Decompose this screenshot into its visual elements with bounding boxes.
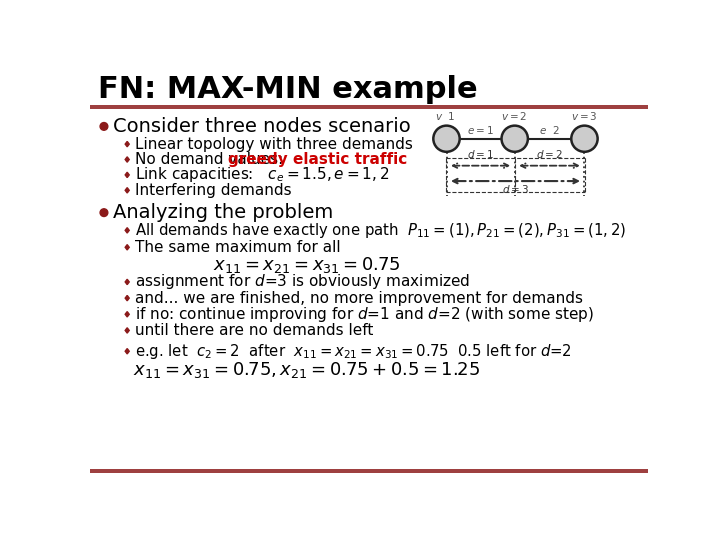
Text: FN: MAX-MIN example: FN: MAX-MIN example — [98, 75, 477, 104]
Circle shape — [100, 209, 108, 217]
Text: $v\ \ 1$: $v\ \ 1$ — [435, 110, 455, 122]
Circle shape — [433, 126, 459, 152]
Polygon shape — [125, 228, 129, 233]
Text: $x_{11} = x_{21} = x_{31} = 0.75$: $x_{11} = x_{21} = x_{31} = 0.75$ — [213, 255, 401, 275]
Text: All demands have exactly one path  $P_{11}=(1), P_{21}=(2), P_{31}=(1,2)$: All demands have exactly one path $P_{11… — [135, 221, 626, 240]
Text: $v = 2$: $v = 2$ — [502, 110, 528, 122]
Circle shape — [100, 123, 108, 130]
Circle shape — [571, 126, 598, 152]
Text: $d = 3$: $d = 3$ — [502, 184, 529, 195]
Text: $e = 1$: $e = 1$ — [467, 124, 494, 136]
Text: Consider three nodes scenario: Consider three nodes scenario — [113, 117, 411, 136]
Polygon shape — [125, 172, 129, 178]
Text: Link capacities:   $c_e = 1.5, e = 1, 2$: Link capacities: $c_e = 1.5, e = 1, 2$ — [135, 165, 390, 185]
Polygon shape — [125, 279, 129, 285]
Text: e.g. let  $c_2 = 2$  after  $x_{11}=x_{21}=x_{31}=0.75$  0.5 left for $d$=2: e.g. let $c_2 = 2$ after $x_{11}=x_{21}=… — [135, 342, 572, 361]
Text: $v = 3$: $v = 3$ — [571, 110, 598, 122]
Text: until there are no demands left: until there are no demands left — [135, 323, 374, 338]
Text: Interfering demands: Interfering demands — [135, 183, 292, 198]
Text: Linear topology with three demands: Linear topology with three demands — [135, 137, 413, 152]
Polygon shape — [125, 245, 129, 250]
Text: $d = 1$: $d = 1$ — [467, 148, 494, 160]
Text: assignment for $d$=3 is obviously maximized: assignment for $d$=3 is obviously maximi… — [135, 273, 470, 292]
Text: $e\ \ 2$: $e\ \ 2$ — [539, 124, 560, 136]
Text: $d = 2$: $d = 2$ — [536, 148, 563, 160]
Polygon shape — [125, 295, 129, 301]
Polygon shape — [125, 141, 129, 147]
Polygon shape — [125, 328, 129, 333]
Text: No demand values:: No demand values: — [135, 152, 288, 167]
Circle shape — [502, 126, 528, 152]
Polygon shape — [125, 187, 129, 193]
Text: greedy elastic traffic: greedy elastic traffic — [228, 152, 408, 167]
Polygon shape — [125, 348, 129, 354]
Text: and... we are finished, no more improvement for demands: and... we are finished, no more improvem… — [135, 291, 583, 306]
Text: Analyzing the problem: Analyzing the problem — [113, 203, 333, 222]
Polygon shape — [125, 157, 129, 162]
Polygon shape — [125, 312, 129, 317]
Text: if no: continue improving for $d$=1 and $d$=2 (with some step): if no: continue improving for $d$=1 and … — [135, 305, 594, 324]
Text: The same maximum for all: The same maximum for all — [135, 240, 341, 255]
Text: $x_{11} = x_{31} = 0.75, x_{21} = 0.75 + 0.5 = 1.25$: $x_{11} = x_{31} = 0.75, x_{21} = 0.75 +… — [133, 361, 481, 381]
